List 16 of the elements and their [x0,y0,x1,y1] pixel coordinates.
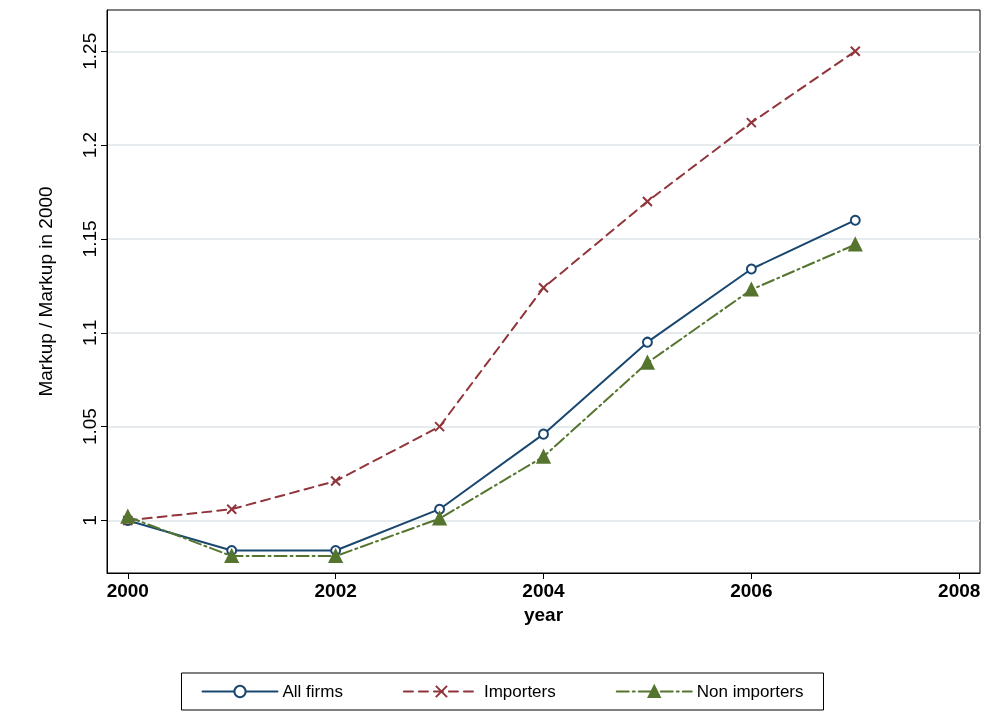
y-tick-label: 1.1 [79,319,100,346]
legend-label: Importers [483,682,556,701]
legend-label: Non importers [696,682,804,701]
y-tick-label: 1.15 [79,220,100,258]
y-tick-label: 1.05 [79,408,100,446]
y-axis-title: Markup / Markup in 2000 [35,186,56,397]
x-tick-label: 2008 [938,580,981,601]
legend-label: All firms [282,682,343,701]
y-tick-label: 1.25 [79,32,100,70]
x-tick-label: 2006 [730,580,773,601]
x-tick-label: 2004 [522,580,566,601]
x-axis-title: year [523,603,564,625]
x-tick-label: 2002 [314,580,357,601]
y-tick-label: 1.2 [79,131,100,159]
x-tick-label: 2000 [106,580,149,601]
y-tick-label: 1 [79,515,100,526]
